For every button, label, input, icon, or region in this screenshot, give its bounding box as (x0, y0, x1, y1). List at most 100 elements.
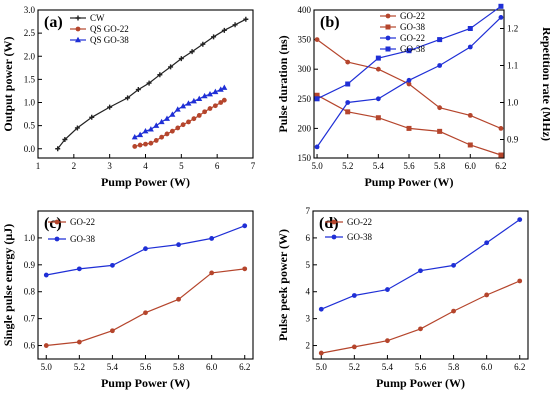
data-point (385, 287, 390, 292)
x-tick-label: 5.0 (41, 362, 53, 372)
data-point (467, 44, 473, 50)
series-2 (318, 217, 523, 312)
y-axis-label: Output power (W) (1, 36, 15, 131)
x-tick-label: 5.2 (349, 362, 360, 372)
y-axis-label: Single pulse energy (μJ) (1, 224, 15, 346)
data-point (437, 128, 443, 134)
data-point (314, 144, 320, 150)
data-point (314, 92, 320, 98)
data-point (498, 125, 504, 131)
data-point (221, 84, 228, 90)
y2-tick-label: 0.9 (507, 135, 519, 145)
data-point (146, 80, 152, 86)
y-tick-label: 0.7 (24, 314, 36, 324)
plot-frame (312, 210, 529, 360)
data-point (168, 64, 174, 70)
data-point (175, 125, 181, 131)
legend-label: GO-22 (347, 217, 372, 227)
data-point (243, 16, 249, 22)
data-point (467, 142, 473, 148)
legend-swatch-marker (54, 219, 60, 225)
data-point (158, 118, 165, 125)
series-1 (43, 266, 248, 348)
legend-item: CW (70, 13, 105, 23)
data-point (418, 326, 423, 332)
data-point (159, 134, 165, 140)
x-tick-label: 5.4 (373, 161, 385, 171)
data-point (218, 100, 224, 105)
series-1 (55, 16, 249, 152)
y-tick-label: 2.5 (24, 28, 36, 38)
y-tick-label: 200 (298, 123, 312, 133)
legend-label: GO-22 (70, 217, 95, 227)
data-point (318, 350, 324, 356)
legend-swatch-marker (75, 26, 81, 32)
legend-label: GO-38 (400, 22, 425, 32)
legend-label: GO-38 (400, 44, 425, 54)
x-tick-label: 5.6 (403, 161, 415, 171)
series-2 (314, 92, 504, 158)
data-point (110, 328, 115, 334)
data-point (190, 97, 197, 104)
data-point (196, 95, 203, 101)
legend-item: GO-22 (325, 217, 372, 227)
series-line (46, 268, 245, 347)
x-axis-label: Pump Power (W) (101, 175, 190, 189)
data-point (221, 27, 227, 33)
data-point (178, 56, 184, 62)
legend-swatch-marker (385, 13, 391, 19)
data-point (232, 22, 238, 28)
data-point (351, 293, 357, 298)
data-point (406, 81, 412, 87)
x-tick-label: 3 (107, 161, 112, 171)
data-point (517, 278, 523, 284)
data-point (418, 268, 423, 274)
data-point (345, 81, 351, 87)
series-1 (318, 278, 523, 356)
data-point (498, 15, 504, 20)
x-tick-label: 6 (215, 161, 220, 171)
data-point (107, 104, 113, 110)
data-point (406, 125, 412, 131)
y-tick-label: 2 (306, 341, 311, 351)
data-point (484, 292, 490, 298)
series-2 (132, 97, 227, 149)
y-tick-label: 1.5 (24, 74, 36, 84)
data-point (221, 97, 227, 103)
y2-tick-label: 1.1 (507, 61, 518, 71)
y-axis-label: Pulse peek power (W) (276, 229, 290, 341)
legend-item: GO-38 (380, 22, 425, 32)
y-tick-label: 300 (298, 64, 312, 74)
series-4 (314, 3, 504, 102)
x-tick-label: 5.0 (311, 161, 323, 171)
legend-item: GO-38 (48, 234, 95, 244)
data-point (437, 105, 443, 111)
x-tick-label: 6.2 (495, 161, 506, 171)
data-point (345, 100, 351, 105)
data-point (189, 49, 195, 55)
series-3 (131, 84, 228, 140)
data-point (157, 72, 163, 78)
series-line (316, 94, 502, 156)
y-tick-label: 7 (306, 206, 311, 216)
data-point (351, 344, 357, 350)
data-point (153, 122, 160, 128)
data-point (143, 246, 148, 252)
data-point (209, 236, 215, 241)
data-point (207, 106, 213, 111)
data-point (147, 126, 154, 132)
data-point (314, 96, 320, 102)
legend-label: GO-38 (347, 232, 372, 242)
legend-swatch-marker (385, 35, 391, 41)
x-tick-label: 5.2 (342, 161, 353, 171)
x-axis-label: Pump Power (W) (376, 376, 465, 390)
legend-item: GO-38 (325, 232, 372, 242)
data-point (375, 55, 381, 61)
data-point (131, 133, 138, 140)
series-3 (314, 15, 504, 150)
y-tick-label: 4 (306, 287, 311, 297)
y-tick-label: 0.9 (24, 260, 36, 270)
data-point (212, 88, 219, 95)
legend-item: GO-22 (48, 217, 95, 227)
y-tick-label: 0.0 (24, 144, 36, 154)
